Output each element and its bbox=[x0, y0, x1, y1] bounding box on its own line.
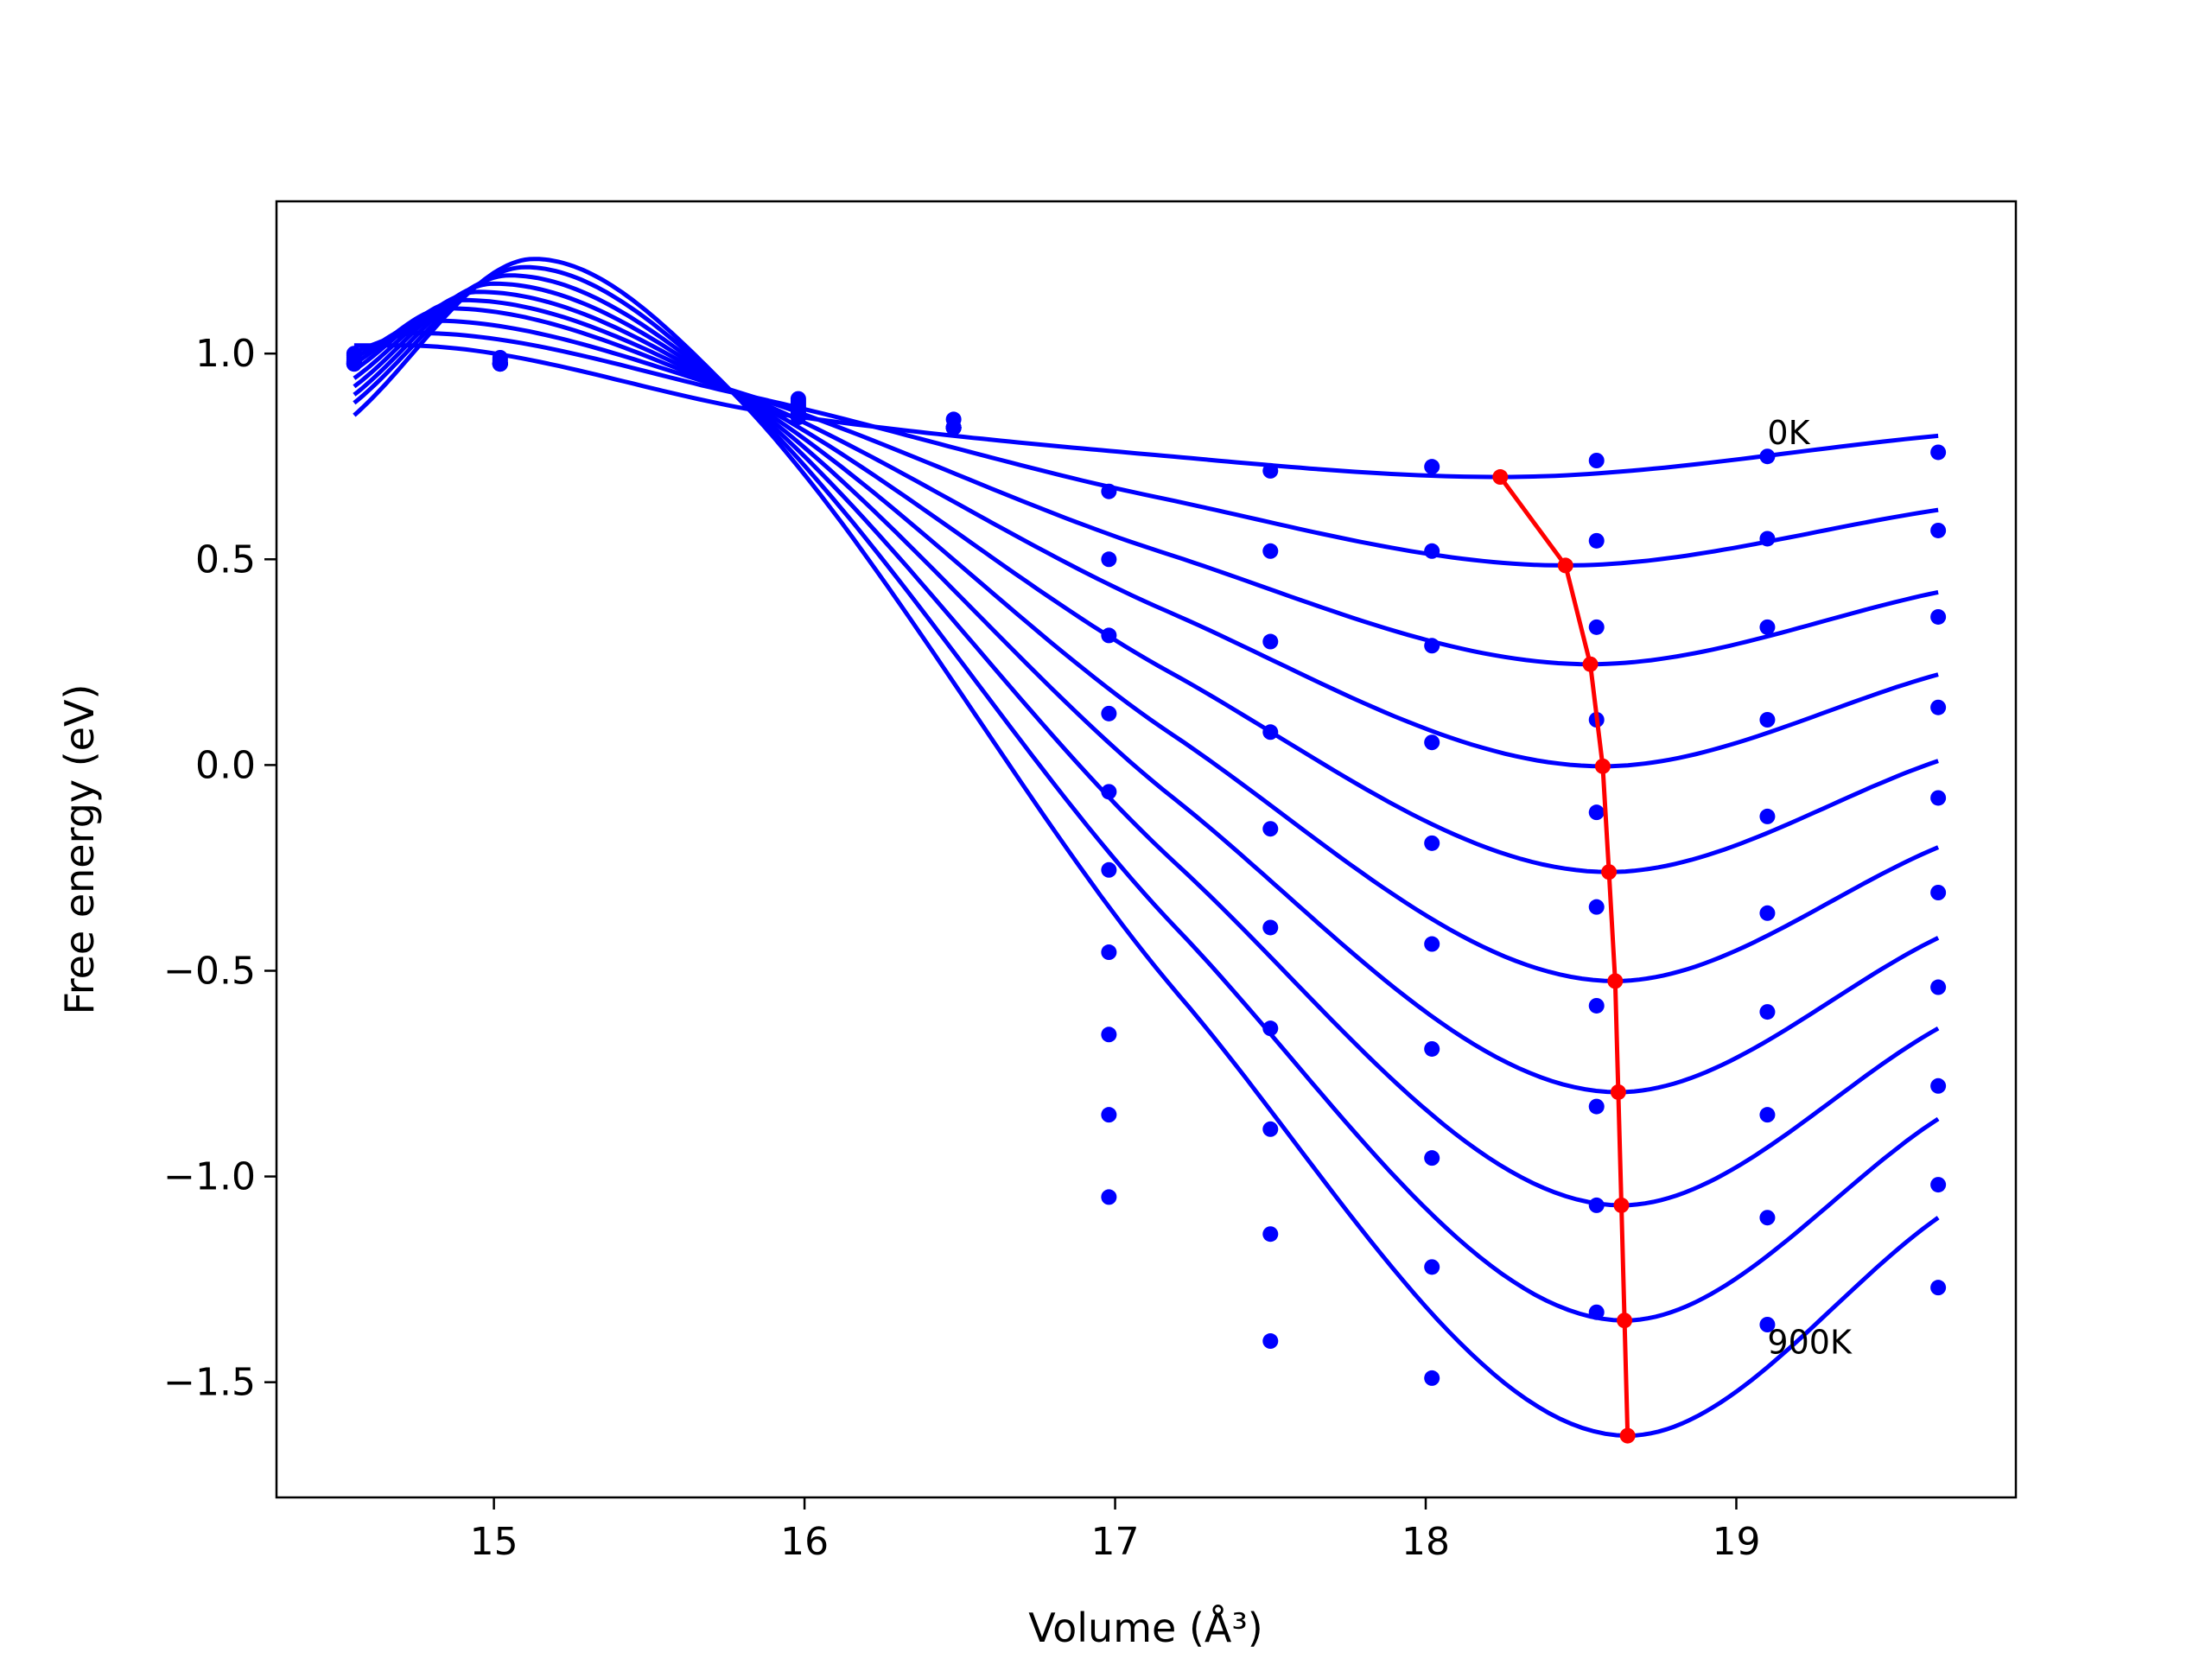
data-point bbox=[1101, 784, 1117, 800]
data-point bbox=[1262, 919, 1279, 936]
x-tick-label: 16 bbox=[780, 1520, 829, 1564]
data-point bbox=[1101, 551, 1117, 568]
data-point bbox=[1262, 1333, 1279, 1350]
data-point bbox=[1930, 522, 1947, 538]
data-point bbox=[1262, 462, 1279, 479]
data-point bbox=[1424, 1370, 1440, 1386]
data-point bbox=[1101, 1107, 1117, 1123]
data-point bbox=[1424, 734, 1440, 751]
axes-frame bbox=[275, 200, 2018, 1499]
minimum-point bbox=[1582, 656, 1599, 672]
x-tick-label: 19 bbox=[1712, 1520, 1760, 1564]
x-tick-label: 18 bbox=[1402, 1520, 1450, 1564]
y-tick-label: −1.5 bbox=[163, 1361, 256, 1405]
x-tick-label: 15 bbox=[470, 1520, 518, 1564]
minimum-point bbox=[1607, 973, 1624, 989]
data-point bbox=[1930, 699, 1947, 715]
data-point bbox=[1424, 1040, 1440, 1057]
data-point bbox=[1588, 453, 1605, 468]
data-point bbox=[1101, 483, 1117, 499]
x-axis: 15 16 17 18 19 bbox=[470, 1497, 1760, 1564]
data-point bbox=[1424, 638, 1440, 654]
data-point bbox=[1588, 532, 1605, 549]
y-axis-label: Free energy (eV) bbox=[56, 684, 103, 1015]
data-point bbox=[1759, 1210, 1776, 1226]
minimum-point bbox=[1617, 1313, 1633, 1329]
y-tick-label: 1.0 bbox=[195, 332, 256, 376]
data-point bbox=[1588, 899, 1605, 915]
minimum-point bbox=[1601, 864, 1618, 880]
data-point bbox=[1759, 808, 1776, 824]
data-point bbox=[1101, 861, 1117, 878]
curve-annotation: 900K bbox=[1767, 1323, 1853, 1361]
data-point bbox=[1101, 705, 1117, 721]
data-point bbox=[945, 419, 962, 435]
data-point bbox=[1930, 885, 1947, 900]
minimum-point bbox=[1557, 557, 1573, 574]
data-point bbox=[1930, 979, 1947, 995]
data-point bbox=[1424, 936, 1440, 952]
data-point bbox=[1101, 1189, 1117, 1205]
data-point bbox=[1424, 835, 1440, 851]
data-point bbox=[1759, 448, 1776, 465]
minimum-point bbox=[1594, 758, 1611, 774]
annotations: 0K 900K bbox=[1767, 414, 1853, 1361]
data-point bbox=[1930, 1077, 1947, 1094]
data-point bbox=[790, 410, 806, 425]
data-point bbox=[1588, 1098, 1605, 1115]
data-point bbox=[1262, 724, 1279, 741]
data-point bbox=[1759, 1317, 1776, 1332]
data-point bbox=[1262, 1226, 1279, 1243]
plot-area bbox=[346, 257, 1947, 1444]
data-point bbox=[1588, 804, 1605, 821]
y-tick-label: −1.0 bbox=[163, 1155, 256, 1199]
data-point bbox=[1262, 633, 1279, 650]
data-point bbox=[1101, 1027, 1117, 1043]
data-point bbox=[1759, 619, 1776, 635]
data-point bbox=[1588, 1304, 1605, 1320]
data-point bbox=[1262, 1020, 1279, 1037]
data-point bbox=[1930, 444, 1947, 461]
x-tick-label: 17 bbox=[1091, 1520, 1140, 1564]
y-tick-label: 0.0 bbox=[195, 743, 256, 787]
fit-curve bbox=[353, 257, 1940, 1439]
y-axis: 1.0 0.5 0.0 −0.5 −1.0 −1.5 bbox=[163, 332, 276, 1405]
curve-annotation: 0K bbox=[1767, 414, 1810, 452]
data-point bbox=[1759, 1004, 1776, 1020]
data-point bbox=[1424, 459, 1440, 475]
fit-curve bbox=[353, 264, 1940, 1323]
data-point bbox=[1588, 997, 1605, 1014]
data-point bbox=[492, 356, 508, 372]
minimum-path-line bbox=[1498, 475, 1630, 1436]
data-point bbox=[1101, 627, 1117, 644]
data-point bbox=[1930, 608, 1947, 625]
minimum-point bbox=[1492, 469, 1509, 486]
minimum-point bbox=[1619, 1427, 1636, 1444]
minimum-point bbox=[1610, 1084, 1626, 1100]
data-point bbox=[1424, 543, 1440, 559]
data-point bbox=[1930, 1280, 1947, 1296]
minimum-point bbox=[1613, 1197, 1630, 1213]
data-point bbox=[1262, 543, 1279, 559]
data-point bbox=[1759, 905, 1776, 921]
x-axis-label: Volume (Å³) bbox=[1028, 1605, 1263, 1651]
data-point bbox=[1588, 1197, 1605, 1213]
data-point bbox=[1424, 1259, 1440, 1275]
y-tick-label: −0.5 bbox=[163, 949, 256, 993]
y-tick-label: 0.5 bbox=[195, 537, 256, 582]
data-point bbox=[1930, 790, 1947, 806]
data-point bbox=[1588, 619, 1605, 635]
data-point bbox=[1930, 1177, 1947, 1193]
data-point bbox=[1101, 944, 1117, 961]
data-point bbox=[1759, 712, 1776, 728]
data-point bbox=[1424, 1150, 1440, 1166]
data-point bbox=[1759, 1107, 1776, 1123]
data-point bbox=[1262, 821, 1279, 837]
data-point bbox=[1262, 1121, 1279, 1137]
data-point bbox=[346, 356, 362, 372]
data-point bbox=[1759, 531, 1776, 547]
